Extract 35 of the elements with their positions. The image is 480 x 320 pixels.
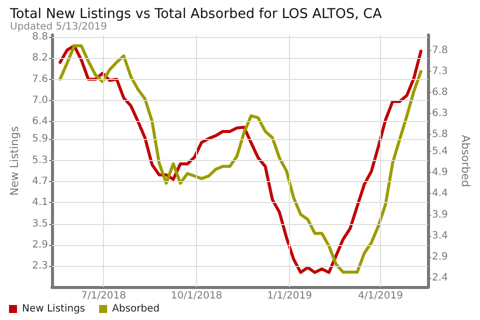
y-tick-label: 2.9 — [32, 239, 48, 250]
x-tick-label: 7/1/2018 — [81, 290, 126, 302]
legend-label: Absorbed — [112, 304, 160, 314]
y-tick-label: 8.2 — [32, 52, 48, 64]
y-tick-label: 2.3 — [32, 260, 48, 272]
y2-tick-label: 4.4 — [432, 188, 448, 200]
legend-label: New Listings — [22, 304, 86, 314]
x-tick-label: 10/1/2018 — [170, 290, 222, 302]
chart-subtitle: Updated 5/13/2019 — [10, 22, 108, 32]
x-tick-label: 1/1/2019 — [267, 290, 312, 302]
y-tick-label: 6.4 — [32, 116, 48, 128]
y-tick-label: 7.6 — [32, 74, 48, 85]
y2-tick-label: 2.9 — [432, 251, 448, 262]
y2-axis-title: Absorbed — [459, 134, 472, 188]
y-tick-label: 5.9 — [32, 134, 48, 145]
line-series — [58, 44, 422, 274]
y-tick-label: 4.7 — [32, 176, 48, 188]
chart-title: Total New Listings vs Total Absorbed for LOS ALTOS, CA — [9, 6, 383, 22]
y-tick-label: 5.3 — [32, 154, 48, 166]
y-axis-title: New Listings — [8, 126, 21, 196]
y2-tick-label: 3.9 — [432, 209, 448, 220]
x-tick-label: 4/1/2019 — [358, 290, 403, 302]
y2-tick-label: 4.9 — [432, 167, 448, 178]
y2-tick-label: 6.8 — [432, 87, 448, 98]
y2-tick-label: 3.4 — [432, 230, 448, 242]
y2-tick-label: 7.8 — [432, 44, 448, 56]
y-tick-label: 7.0 — [32, 94, 48, 106]
y2-tick-label: 5.8 — [432, 129, 448, 140]
y2-tick-label: 7.3 — [432, 66, 448, 77]
y-tick-label: 4.1 — [32, 197, 48, 208]
y-tick-label: 8.8 — [32, 32, 48, 43]
y-tick-label: 3.5 — [32, 218, 48, 230]
y2-tick-label: 5.4 — [432, 146, 448, 158]
y2-tick-label: 6.3 — [432, 108, 448, 120]
y2-tick-label: 2.4 — [432, 272, 448, 284]
